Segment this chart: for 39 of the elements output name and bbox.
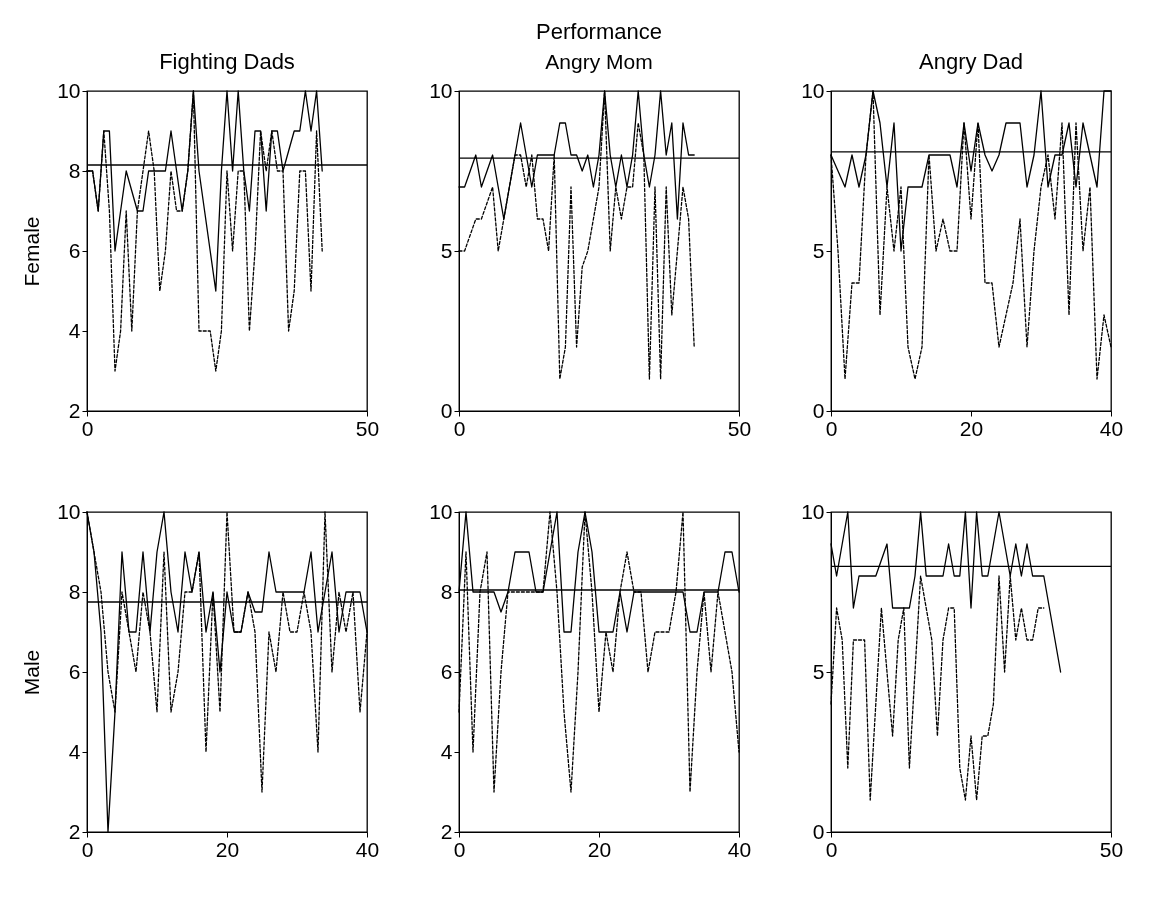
y-tick-label: 0 [812, 819, 825, 843]
y-tick-label: 5 [812, 238, 825, 262]
y-tick-label: 2 [68, 819, 81, 843]
y-tick-label: 5 [440, 238, 453, 262]
y-tick-label: 8 [68, 158, 81, 182]
y-tick-label: 10 [57, 78, 81, 102]
y-tick-label: 10 [429, 78, 453, 102]
y-tick-label: 10 [801, 499, 825, 523]
chart-title: Performance [536, 19, 662, 44]
y-tick-label: 8 [440, 579, 453, 603]
y-axis-title: Female [20, 216, 44, 287]
y-tick-label: 6 [68, 238, 81, 262]
y-tick-label: 0 [440, 398, 453, 422]
y-tick-label: 10 [57, 499, 81, 523]
x-tick-label: 40 [1099, 416, 1124, 440]
x-tick-label: 50 [727, 416, 752, 440]
x-tick-label: 20 [215, 837, 240, 861]
y-tick-label: 4 [440, 739, 453, 763]
y-tick-label: 4 [68, 739, 81, 763]
y-tick-label: 6 [440, 659, 453, 683]
y-tick-label: 10 [801, 78, 825, 102]
chart-subtitle: Angry Mom [545, 50, 653, 73]
x-tick-label: 50 [355, 416, 380, 440]
y-tick-label: 0 [812, 398, 825, 422]
y-tick-label: 2 [440, 819, 453, 843]
y-tick-label: 2 [68, 398, 81, 422]
y-tick-label: 6 [68, 659, 81, 683]
chart-title: Fighting Dads [159, 49, 295, 74]
x-tick-label: 50 [1099, 837, 1124, 861]
x-tick-label: 20 [587, 837, 612, 861]
y-tick-label: 10 [429, 499, 453, 523]
x-tick-label: 40 [727, 837, 752, 861]
y-tick-label: 5 [812, 659, 825, 683]
chart-title: Angry Dad [919, 49, 1023, 74]
x-tick-label: 40 [355, 837, 380, 861]
y-axis-title: Male [20, 649, 44, 696]
y-tick-label: 8 [68, 579, 81, 603]
y-tick-label: 4 [68, 318, 81, 342]
x-tick-label: 20 [959, 416, 984, 440]
